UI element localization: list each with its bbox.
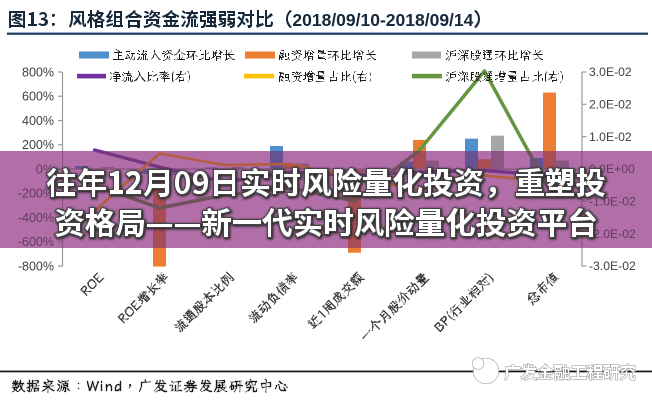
- svg-text:-800%: -800%: [18, 259, 54, 273]
- svg-text:200%: 200%: [22, 138, 54, 152]
- svg-text:-3.0E-02: -3.0E-02: [589, 259, 636, 273]
- svg-text:400%: 400%: [22, 114, 54, 128]
- svg-text:3.0E-02: 3.0E-02: [589, 65, 632, 79]
- svg-text:2.0E-02: 2.0E-02: [589, 98, 632, 112]
- svg-text:2018/09/10-2018/09/14: 2018/09/10-2018/09/14: [292, 10, 473, 30]
- svg-text:600%: 600%: [22, 90, 54, 104]
- svg-text:800%: 800%: [22, 65, 54, 79]
- svg-text:1.0E-02: 1.0E-02: [589, 130, 632, 144]
